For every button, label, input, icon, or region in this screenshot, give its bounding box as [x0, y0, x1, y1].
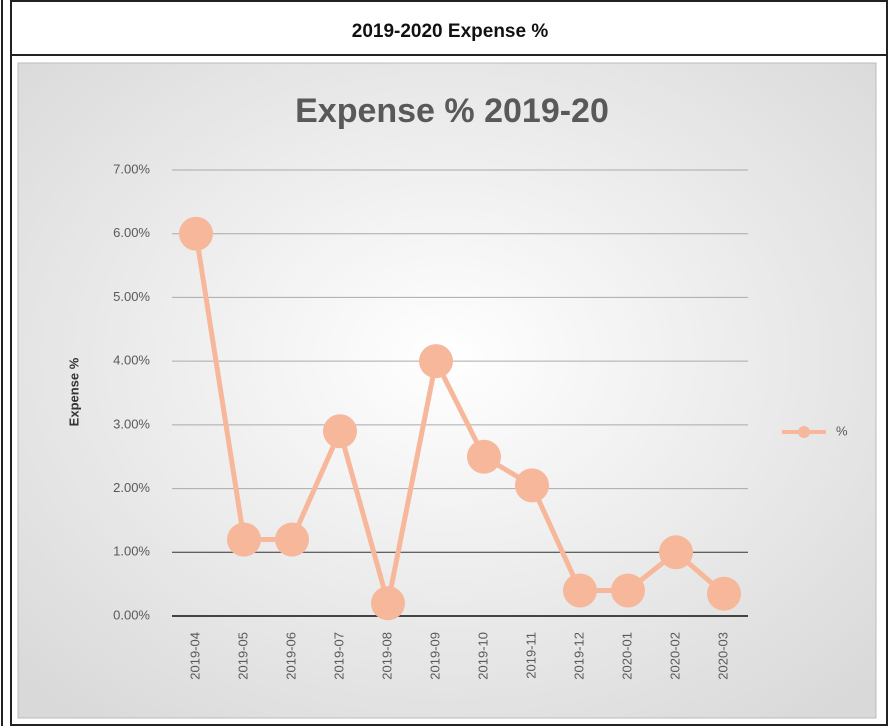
y-tick-label: 7.00% [113, 161, 150, 176]
x-tick-label: 2019-12 [571, 632, 586, 680]
data-point [275, 522, 309, 557]
data-point [467, 439, 501, 474]
x-tick-label: 2019-08 [379, 632, 394, 680]
data-point [611, 573, 645, 608]
y-tick-label: 2.00% [113, 480, 150, 495]
data-point [371, 586, 405, 621]
legend-label: % [836, 423, 848, 438]
y-tick-label: 6.00% [113, 225, 150, 240]
x-tick-label: 2020-02 [667, 632, 682, 680]
data-point [659, 535, 693, 570]
x-tick-label: 2019-11 [523, 632, 538, 679]
y-axis-label: Expense % [66, 357, 81, 426]
x-tick-label: 2019-07 [331, 632, 346, 680]
chart-title: Expense % 2019-20 [295, 92, 609, 130]
x-tick-label: 2020-01 [619, 632, 634, 680]
y-tick-label: 1.00% [113, 544, 150, 559]
data-point [227, 522, 261, 557]
data-point [563, 573, 597, 608]
x-tick-label: 2019-09 [427, 632, 442, 680]
y-tick-label: 0.00% [113, 607, 150, 622]
chart-area [17, 62, 877, 719]
data-point [707, 576, 741, 611]
y-tick-label: 5.00% [113, 289, 150, 304]
data-point [179, 216, 213, 251]
x-tick-label: 2020-03 [715, 632, 730, 680]
header: 2019-2020 Expense % [352, 21, 549, 42]
x-tick-label: 2019-04 [187, 632, 202, 680]
cell-border [10, 0, 888, 726]
data-point [323, 414, 357, 449]
y-tick-label: 3.00% [113, 416, 150, 431]
x-tick-label: 2019-10 [475, 632, 490, 680]
data-point [419, 344, 453, 379]
x-tick-label: 2019-06 [283, 632, 298, 680]
legend-marker [798, 426, 810, 438]
x-tick-label: 2019-05 [235, 632, 250, 680]
data-point [515, 468, 549, 503]
y-tick-label: 4.00% [113, 353, 150, 368]
